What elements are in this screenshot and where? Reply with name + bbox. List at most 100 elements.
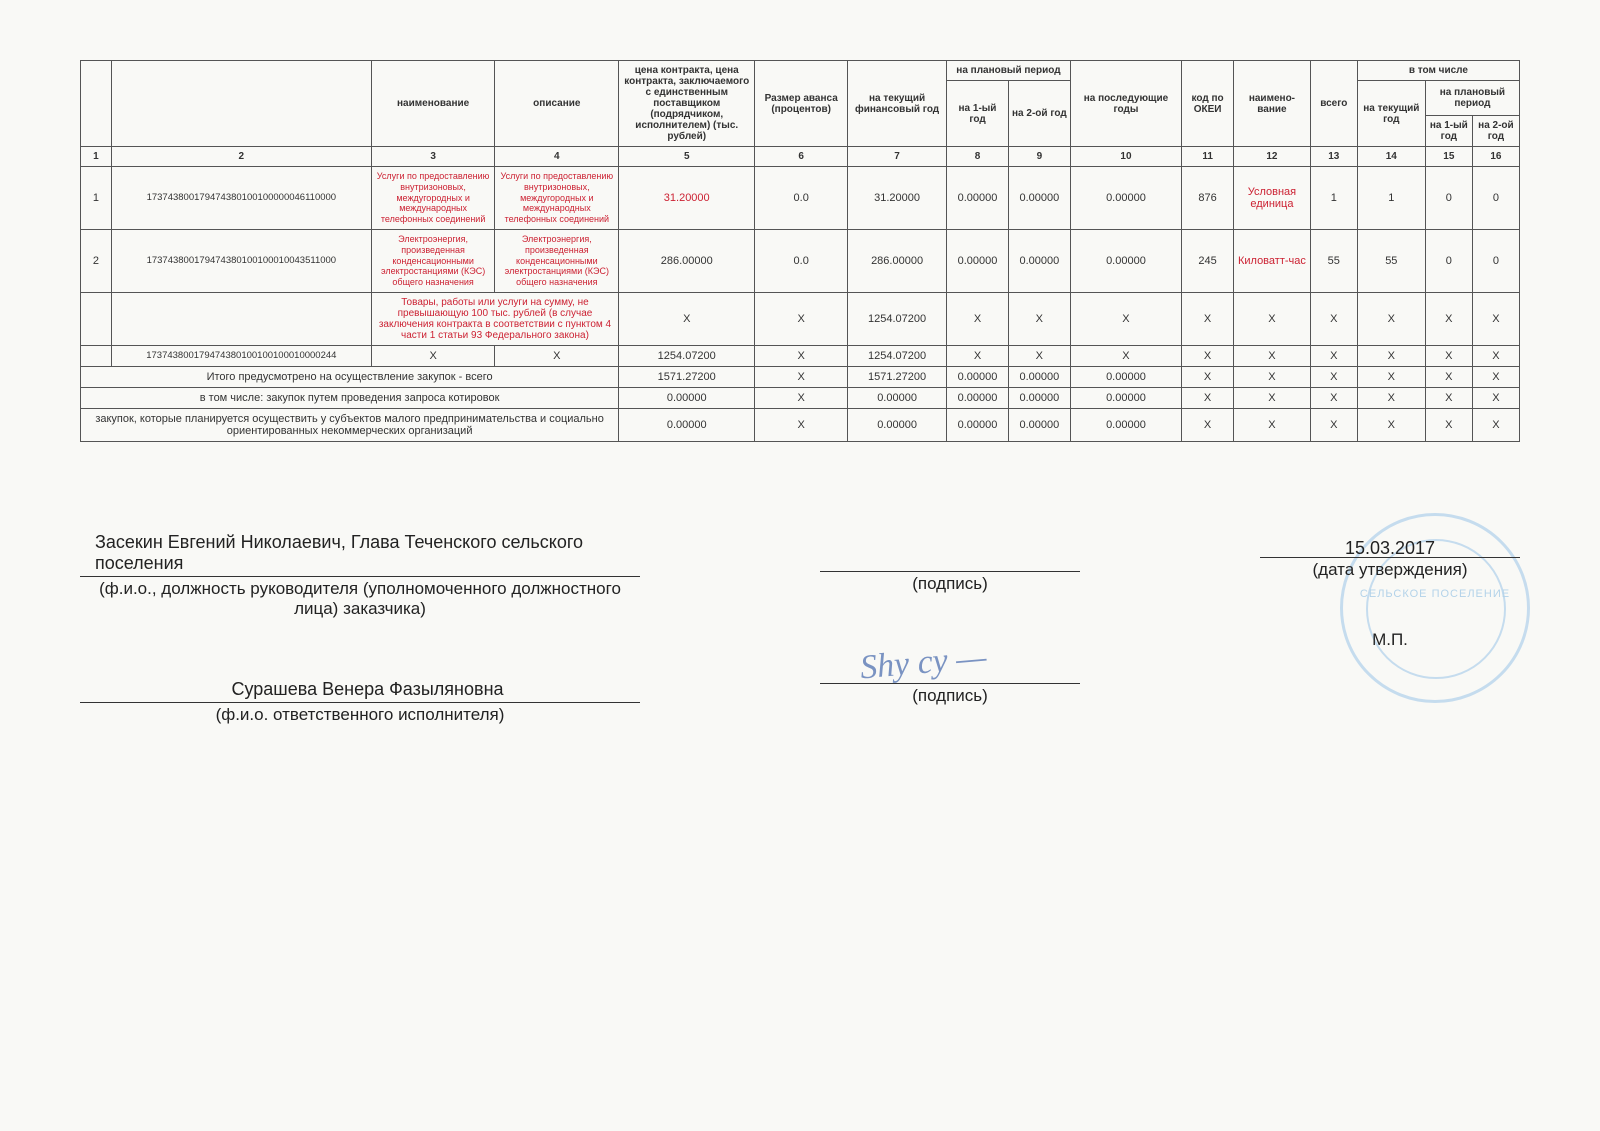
th-incl: в том числе — [1357, 61, 1519, 81]
num-3: 3 — [371, 147, 495, 167]
cell: X — [1425, 408, 1472, 441]
cell-desc: Электроэнергия, произведенная конденсаци… — [495, 229, 619, 292]
cell: X — [1357, 408, 1425, 441]
th-cur2: на текущий год — [1357, 81, 1425, 147]
num-16: 16 — [1472, 147, 1519, 167]
signatures-block: Засекин Евгений Николаевич, Глава Теченс… — [80, 532, 1520, 725]
cell: X — [755, 345, 848, 366]
cell-c15: 0 — [1425, 229, 1472, 292]
th-total: всего — [1310, 61, 1357, 147]
cell: 0.00000 — [1008, 366, 1070, 387]
cell: X — [755, 408, 848, 441]
cell: X — [1008, 292, 1070, 345]
cell-c10: 0.00000 — [1070, 229, 1181, 292]
th-y1: на 1-ый год — [947, 81, 1009, 147]
cell-c10: 0.00000 — [1070, 167, 1181, 230]
th-next: на последующие годы — [1070, 61, 1181, 147]
th-desc: описание — [495, 61, 619, 147]
cell: X — [1425, 345, 1472, 366]
cell: X — [755, 292, 848, 345]
cell-n: 2 — [81, 229, 112, 292]
cell-desc: Услуги по предоставлению внутризоновых, … — [495, 167, 619, 230]
cell: X — [1070, 292, 1181, 345]
cell: X — [1425, 292, 1472, 345]
cell: X — [1234, 345, 1311, 366]
cell: X — [1310, 408, 1357, 441]
cell-c9: 0.00000 — [1008, 229, 1070, 292]
num-14: 14 — [1357, 147, 1425, 167]
cell: 0.00000 — [848, 408, 947, 441]
cell-empty — [81, 345, 112, 366]
num-1: 1 — [81, 147, 112, 167]
cell: X — [1425, 366, 1472, 387]
cell: X — [755, 387, 848, 408]
table-row: 173743800179474380100100100010000244 X X… — [81, 345, 1520, 366]
th-2 — [111, 61, 371, 147]
cell: 1254.07200 — [619, 345, 755, 366]
num-5: 5 — [619, 147, 755, 167]
exec-sub: (ф.и.о. ответственного исполнителя) — [80, 705, 640, 725]
mp-label: М.П. — [1260, 630, 1520, 650]
head-sub: (ф.и.о., должность руководителя (уполном… — [80, 579, 640, 619]
th-plan-period: на плановый период — [947, 61, 1071, 81]
head-name: Засекин Евгений Николаевич, Глава Теченс… — [80, 532, 640, 577]
cell-name: Электроэнергия, произведенная конденсаци… — [371, 229, 495, 292]
table-row-merged: Товары, работы или услуги на сумму, не п… — [81, 292, 1520, 345]
cell-empty — [111, 292, 371, 345]
total-row: в том числе: закупок путем проведения за… — [81, 387, 1520, 408]
num-2: 2 — [111, 147, 371, 167]
merged-note: Товары, работы или услуги на сумму, не п… — [371, 292, 618, 345]
cell-c6: 0.0 — [755, 167, 848, 230]
th-okei: код по ОКЕИ — [1182, 61, 1234, 147]
th-price: цена контракта, цена контракта, заключае… — [619, 61, 755, 147]
num-15: 15 — [1425, 147, 1472, 167]
sig-podpis-block: (подпись) Shy cy — (подпись) — [820, 552, 1080, 706]
th-advance: Размер аванса (процентов) — [755, 61, 848, 147]
cell-c12: Киловатт-час — [1234, 229, 1311, 292]
cell: 0.00000 — [947, 366, 1009, 387]
cell: X — [1008, 345, 1070, 366]
podpis-label-2: (подпись) — [820, 686, 1080, 706]
cell-c6: 0.0 — [755, 229, 848, 292]
th-current: на текущий финансовый год — [848, 61, 947, 147]
cell: X — [1310, 345, 1357, 366]
cell: X — [1234, 292, 1311, 345]
th-plan2: на плановый период — [1425, 81, 1519, 116]
approval-date: 15.03.2017 — [1260, 538, 1520, 558]
cell: X — [495, 345, 619, 366]
cell-c8: 0.00000 — [947, 229, 1009, 292]
cell-c5: 286.00000 — [619, 229, 755, 292]
cell: 0.00000 — [848, 387, 947, 408]
cell-code: 173743800179474380100100010043511000 — [111, 229, 371, 292]
cell: 1571.27200 — [848, 366, 947, 387]
cell-c14: 1 — [1357, 167, 1425, 230]
num-12: 12 — [1234, 147, 1311, 167]
cell: X — [1310, 366, 1357, 387]
num-8: 8 — [947, 147, 1009, 167]
cell-c7: 31.20000 — [848, 167, 947, 230]
cell: 0.00000 — [1070, 366, 1181, 387]
cell-c8: 0.00000 — [947, 167, 1009, 230]
cell: 1254.07200 — [848, 345, 947, 366]
num-10: 10 — [1070, 147, 1181, 167]
cell: X — [1234, 366, 1311, 387]
cell: X — [1182, 345, 1234, 366]
sig-date-block: СЕЛЬСКОЕ ПОСЕЛЕНИЕ 15.03.2017 (дата утве… — [1260, 538, 1520, 650]
sign-line-1 — [820, 552, 1080, 572]
total-label: закупок, которые планируется осуществить… — [81, 408, 619, 441]
th-1 — [81, 61, 112, 147]
cell-c7: 286.00000 — [848, 229, 947, 292]
cell: X — [1472, 408, 1519, 441]
th-unit: наимено-вание — [1234, 61, 1311, 147]
num-11: 11 — [1182, 147, 1234, 167]
cell: X — [619, 292, 755, 345]
num-7: 7 — [848, 147, 947, 167]
cell-c13: 1 — [1310, 167, 1357, 230]
cell: 0.00000 — [947, 387, 1009, 408]
cell: X — [1472, 345, 1519, 366]
total-row: закупок, которые планируется осуществить… — [81, 408, 1520, 441]
cell: 0.00000 — [1070, 387, 1181, 408]
cell: X — [1472, 387, 1519, 408]
procurement-table: наименование описание цена контракта, це… — [80, 60, 1520, 442]
cell: 0.00000 — [619, 408, 755, 441]
